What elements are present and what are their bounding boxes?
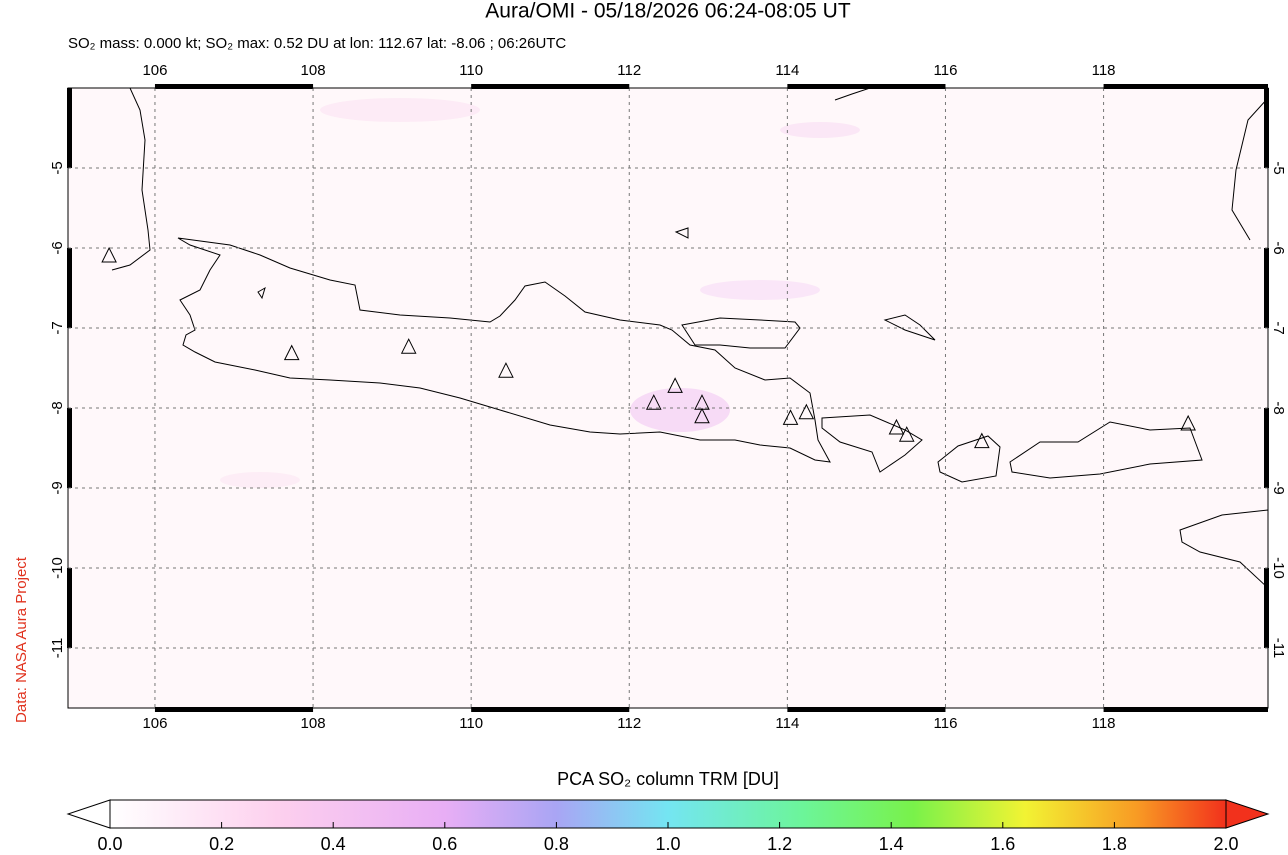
lon-tick-label: 114 (775, 715, 799, 732)
colorbar-tick-label: 1.4 (879, 834, 904, 854)
volcano (694, 407, 710, 424)
frame-bar (471, 84, 630, 89)
lat-tick-label: -9 (1270, 481, 1287, 494)
lat-tick-label: -11 (1270, 638, 1287, 659)
lat-tick-label: -5 (1270, 161, 1287, 174)
credit: Data: NASA Aura Project (13, 556, 30, 723)
volcano (283, 344, 300, 361)
frame-bar (1264, 568, 1269, 648)
colorbar-tick-label: 0.0 (97, 834, 122, 854)
lat-tick-label: -10 (1270, 557, 1287, 579)
frame-bar (154, 84, 314, 89)
graticule (67, 84, 1269, 712)
lon-tick-label: 108 (301, 715, 326, 732)
lat-tick-label: -6 (1270, 241, 1287, 254)
colorbar-tick-label: 2.0 (1213, 834, 1238, 854)
lon-tick-label: 116 (934, 715, 958, 732)
colorbar-tick-label: 1.0 (655, 834, 680, 854)
colorbar-tick-label: 1.8 (1102, 834, 1127, 854)
volcano (898, 426, 915, 442)
volcano (101, 246, 117, 263)
frame-bar (1103, 707, 1268, 712)
title: Aura/OMI - 05/18/2026 06:24-08:05 UT (485, 0, 851, 23)
map-frame (67, 87, 1269, 709)
volcano (667, 377, 683, 393)
subtitle: SO₂ mass: 0.000 kt; SO₂ max: 0.52 DU at … (68, 35, 566, 52)
lon-tick-label: 110 (459, 715, 483, 732)
frame-bar (471, 707, 630, 712)
colorbar-tick-label: 0.2 (209, 834, 234, 854)
lat-tick-label: -8 (49, 401, 66, 414)
frame-bar (787, 84, 946, 89)
volcano (798, 403, 815, 420)
frame-bar (787, 707, 946, 712)
colorbar-tick-label: 0.6 (432, 834, 457, 854)
lat-tick-label: -11 (49, 638, 66, 659)
lon-tick-label: 118 (1092, 715, 1116, 732)
colorbar-tick-label: 1.2 (767, 834, 792, 854)
volcano (498, 362, 514, 378)
colorbar-tick-label: 0.4 (321, 834, 346, 854)
frame-bar (1264, 248, 1269, 328)
frame-bar (67, 88, 72, 168)
lat-tick-label: -7 (1270, 321, 1287, 334)
volcano (888, 418, 905, 435)
frame-bar (67, 568, 72, 648)
lat-tick-label: -9 (49, 481, 66, 494)
volcano (974, 432, 990, 449)
lat-tick-label: -7 (49, 321, 66, 334)
frame-bar (1264, 88, 1269, 168)
coastlines (111, 88, 1268, 589)
lon-tick-label: 108 (301, 62, 326, 79)
colorbar-over (1225, 799, 1270, 829)
lon-tick-label: 112 (617, 62, 641, 79)
colorbar-tick-label: 0.8 (544, 834, 569, 854)
lon-tick-label: 118 (1092, 62, 1116, 79)
frame-bar (1264, 408, 1269, 488)
volcano (1180, 414, 1196, 431)
frame-bar (154, 707, 314, 712)
colorbar: PCA SO₂ column TRM [DU] (66, 769, 1270, 829)
frame-bar (67, 248, 72, 328)
lon-tick-label: 114 (775, 62, 799, 79)
so2-field (220, 98, 860, 488)
volcano (645, 394, 662, 410)
colorbar-label: PCA SO₂ column TRM [DU] (557, 769, 779, 789)
volcano (782, 409, 799, 425)
colorbar-under (66, 799, 111, 829)
lat-tick-label: -6 (49, 241, 66, 254)
lat-tick-label: -10 (49, 557, 66, 579)
volcanoes (101, 246, 1196, 449)
map (67, 84, 1269, 712)
lon-tick-label: 106 (142, 715, 167, 732)
volcano (400, 338, 417, 354)
lat-tick-label: -8 (1270, 401, 1287, 414)
lon-tick-label: 106 (142, 62, 167, 79)
lon-tick-label: 116 (934, 62, 958, 79)
colorbar-tick-label: 1.6 (990, 834, 1015, 854)
lon-tick-label: 112 (617, 715, 641, 732)
lon-tick-label: 110 (459, 62, 483, 79)
frame-bar (67, 408, 72, 488)
frame-bar (1103, 84, 1268, 89)
lat-tick-label: -5 (49, 161, 66, 174)
